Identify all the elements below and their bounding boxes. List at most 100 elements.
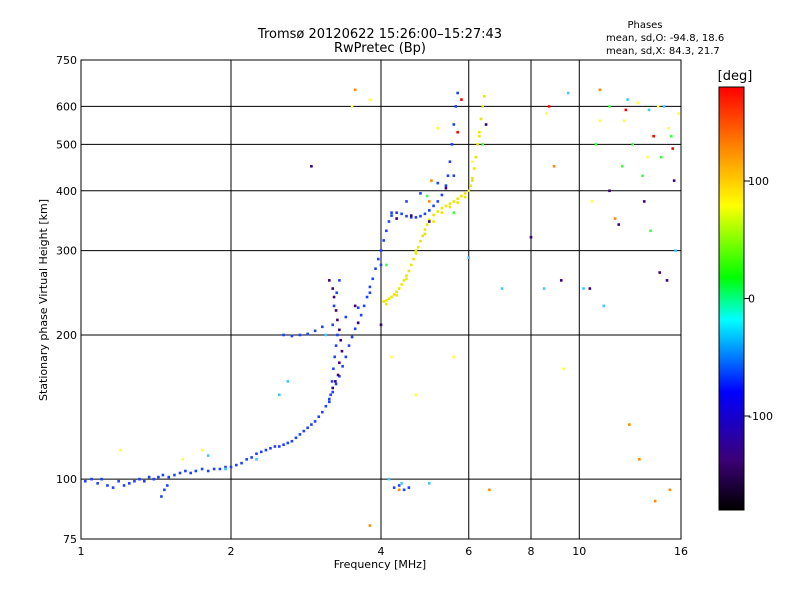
data-point: [598, 119, 602, 123]
data-point: [321, 410, 324, 414]
data-point: [395, 294, 398, 297]
data-point: [334, 344, 338, 347]
data-point: [385, 302, 388, 306]
data-point: [96, 482, 99, 485]
data-point: [376, 257, 380, 261]
data-point: [160, 495, 163, 498]
data-point: [460, 194, 463, 198]
data-point: [387, 220, 391, 223]
data-point: [133, 479, 136, 483]
colorbar-tick-label: -100: [748, 410, 773, 423]
data-point: [421, 234, 424, 238]
data-point: [329, 393, 332, 397]
data-point: [387, 297, 391, 301]
data-point: [471, 179, 474, 182]
data-point: [353, 304, 357, 308]
data-point: [339, 338, 342, 342]
data-point: [452, 355, 456, 359]
data-point: [414, 393, 418, 397]
data-point: [693, 119, 696, 122]
data-point: [298, 333, 302, 337]
data-point: [395, 217, 398, 220]
data-point: [665, 279, 669, 282]
data-point: [469, 184, 472, 187]
data-point: [294, 436, 298, 440]
data-point: [686, 170, 689, 173]
data-point: [427, 200, 431, 203]
data-point: [122, 484, 126, 487]
data-point: [432, 220, 435, 223]
data-point: [119, 448, 122, 452]
data-point: [471, 176, 474, 180]
data-point: [206, 469, 210, 473]
data-point: [392, 486, 396, 489]
data-point: [467, 256, 471, 259]
data-point: [436, 210, 440, 213]
data-point: [161, 473, 165, 477]
data-point: [350, 335, 354, 339]
data-point: [659, 155, 663, 159]
data-point: [147, 475, 151, 479]
data-point: [425, 223, 429, 226]
data-point: [472, 167, 476, 170]
data-point: [471, 160, 474, 163]
data-point: [649, 229, 652, 233]
data-point: [334, 309, 338, 312]
data-point: [448, 205, 452, 209]
data-point: [395, 290, 398, 294]
data-point: [608, 105, 611, 108]
data-point: [622, 119, 626, 123]
data-point: [317, 415, 321, 419]
data-point: [405, 277, 408, 281]
data-point: [382, 300, 385, 303]
data-point: [344, 355, 348, 359]
x-tick-label: 4: [378, 545, 385, 558]
y-axis-label: Stationary phase Virtual Height [km]: [37, 199, 50, 401]
data-point: [328, 397, 331, 401]
x-tick-labels: 1 2 4 6 8 10 16: [78, 545, 689, 558]
data-point: [456, 91, 459, 95]
data-point: [662, 105, 666, 108]
data-point: [671, 147, 675, 150]
y-tick-label: 750: [56, 54, 77, 67]
data-point: [668, 488, 672, 492]
data-point: [264, 448, 268, 452]
data-point: [306, 426, 309, 430]
data-point: [476, 143, 479, 146]
data-point: [173, 473, 176, 477]
data-point: [436, 181, 440, 185]
data-point: [456, 201, 459, 204]
data-point: [463, 195, 467, 199]
data-point: [390, 214, 393, 217]
data-point: [282, 333, 285, 337]
data-point: [83, 479, 87, 483]
data-point: [330, 380, 334, 383]
data-point: [359, 313, 363, 317]
data-point: [338, 279, 341, 282]
y-tick-labels: 75 100 200 300 400 500 600 750: [56, 54, 77, 546]
data-point: [181, 458, 185, 461]
data-point: [127, 482, 131, 485]
data-point: [365, 295, 369, 299]
data-point: [344, 315, 348, 319]
data-point: [335, 291, 339, 295]
data-point: [328, 279, 331, 282]
data-point: [106, 484, 109, 487]
colorbar-ticks: 100 0 -100: [744, 175, 773, 423]
data-point: [362, 304, 366, 308]
data-point: [454, 105, 458, 108]
data-point: [331, 386, 335, 390]
data-point: [334, 380, 337, 383]
data-point: [452, 211, 456, 214]
colorbar: [718, 86, 745, 511]
data-point: [206, 454, 210, 457]
y-tick-label: 400: [56, 185, 77, 198]
data-point: [500, 287, 504, 290]
data-point: [646, 155, 649, 159]
data-point: [483, 94, 486, 98]
data-point: [255, 452, 258, 456]
data-point: [409, 216, 413, 219]
y-tick-label: 100: [56, 473, 77, 486]
data-point: [479, 117, 483, 121]
data-point: [488, 488, 491, 492]
